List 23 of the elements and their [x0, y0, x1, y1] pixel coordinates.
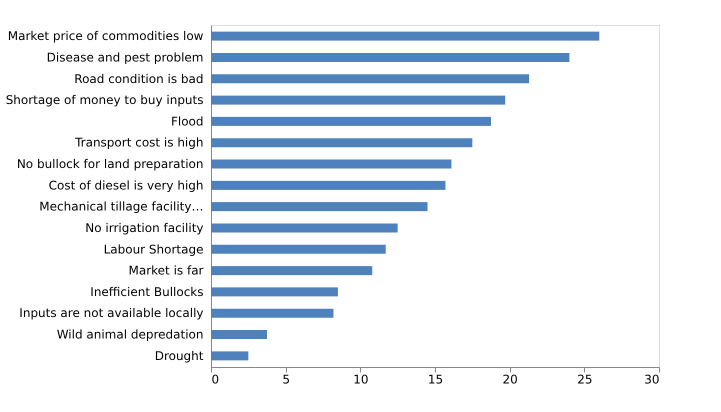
- y-tick-label: Market is far: [128, 264, 204, 278]
- x-tick-label: 30: [644, 372, 660, 386]
- y-tick-label: Inefficient Bullocks: [90, 284, 204, 299]
- x-tick-label: 10: [353, 372, 368, 386]
- y-tick-label: Road condition is bad: [74, 72, 204, 86]
- y-tick-label: No bullock for land preparation: [16, 157, 204, 172]
- y-tick-label: Inputs are not available locally: [19, 306, 204, 320]
- x-tick-label: 5: [282, 372, 290, 386]
- x-tick-label: 20: [502, 372, 518, 386]
- y-tick-label: Market price of commodities low: [8, 29, 204, 44]
- y-tick-label: Mechanical tillage facility…: [39, 200, 204, 214]
- y-tick-label: Labour Shortage: [104, 242, 204, 256]
- y-tick-label: Transport cost is high: [74, 136, 204, 150]
- y-tick-label: Flood: [170, 114, 204, 128]
- y-tick-label: Disease and pest problem: [46, 50, 204, 64]
- y-tick-label: No irrigation facility: [85, 220, 204, 235]
- y-tick-label: Cost of diesel is very high: [48, 178, 204, 192]
- y-tick-label: Shortage of money to buy inputs: [6, 93, 204, 108]
- x-tick-label: 15: [428, 372, 444, 386]
- x-tick-label: 0: [212, 372, 220, 386]
- x-tick-label: 25: [577, 372, 592, 386]
- y-tick-label: Wild animal depredation: [56, 328, 204, 342]
- y-tick-label: Drought: [154, 348, 204, 363]
